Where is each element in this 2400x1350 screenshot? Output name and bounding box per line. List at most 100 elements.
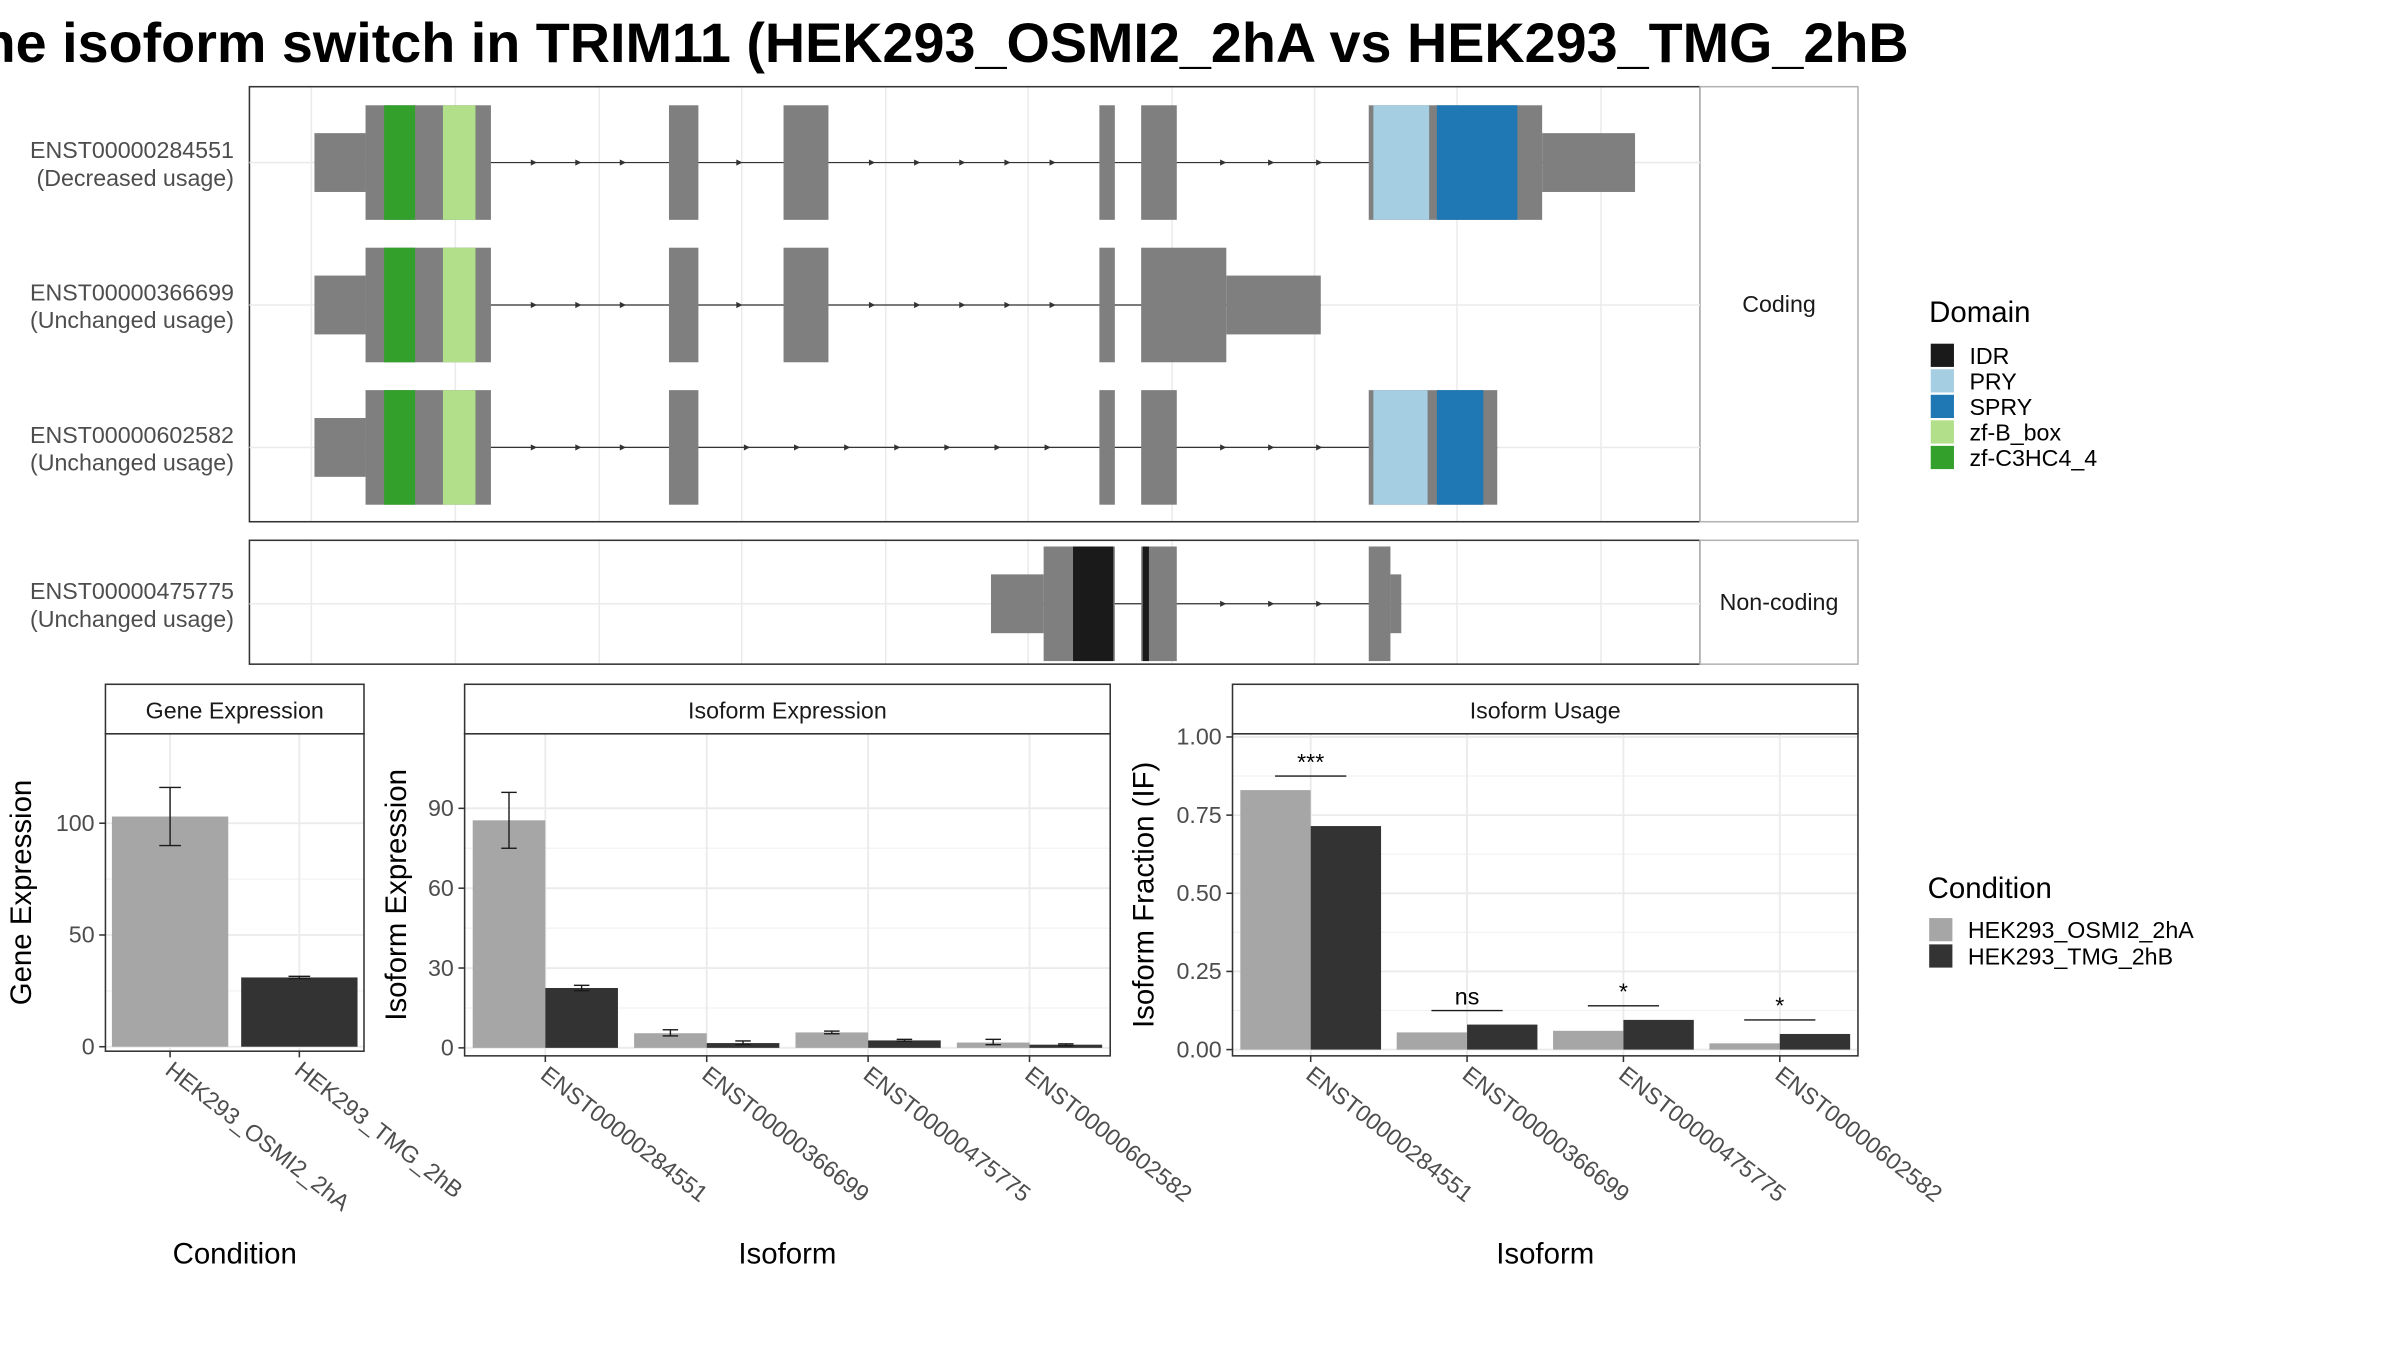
intron-arrow [575, 301, 582, 309]
exon-block [1141, 247, 1227, 363]
intron-arrow [868, 301, 876, 309]
exon-block [668, 390, 699, 505]
x-tick-label: ENST00000475775 [859, 1061, 1036, 1207]
domain-zf-b-box [442, 247, 476, 363]
plot-border [1231, 733, 1859, 1057]
x-tick-label: ENST00000284551 [1301, 1061, 1478, 1207]
intron-arrow [959, 159, 966, 166]
intron-arrow [914, 301, 921, 309]
domain-zf-c3hc4-4 [384, 390, 416, 505]
isoform-id-label: ENST00000284551 [30, 137, 234, 163]
domain-idr [1073, 546, 1114, 662]
bar [1240, 790, 1311, 1050]
legend-key-spry [1930, 394, 1954, 419]
intron-arrow [1220, 600, 1227, 607]
intron-arrow [868, 159, 876, 166]
exon-block [314, 275, 366, 335]
bar [706, 1043, 780, 1048]
x-axis-title: Isoform [1496, 1237, 1594, 1270]
domain-legend-title: Domain [1929, 296, 2030, 329]
legend-key-zf-c3hc4-4 [1930, 445, 1954, 470]
condition-legend-title: Condition [1928, 872, 2052, 905]
significance-label: * [1775, 993, 1784, 1019]
x-tick-label: ENST00000366699 [697, 1061, 874, 1207]
y-axis-title: Gene Expression [5, 780, 38, 1006]
intron-arrow [575, 159, 582, 166]
x-tick-label: ENST00000602582 [1020, 1061, 1197, 1207]
isoform-id-label: ENST00000475775 [30, 578, 234, 604]
exon-block [1099, 390, 1115, 505]
coding-facet-strip-label: Coding [1742, 291, 1816, 317]
intron-arrow [1049, 159, 1056, 166]
isoform-expression-chart: Isoform Expression 0 30 60 90 ENST00000284551… [380, 683, 1197, 1270]
x-tick-label: ENST00000602582 [1771, 1061, 1948, 1207]
intron-arrow [844, 444, 851, 451]
bar [545, 987, 618, 1048]
isoform-usage-label: (Decreased usage) [36, 165, 233, 191]
intron-arrow [1268, 444, 1275, 451]
y-axis-title: Isoform Fraction (IF) [1128, 762, 1161, 1028]
bar [1779, 1033, 1851, 1050]
bar [868, 1040, 941, 1048]
figure-title: he isoform switch in TRIM11 (HEK293_OSMI… [0, 12, 1909, 74]
y-tick-label: 50 [69, 922, 95, 948]
legend-label: SPRY [1969, 394, 2032, 420]
y-tick-label: 30 [428, 955, 454, 981]
bar [1310, 826, 1382, 1050]
noncoding-facet-strip-label: Non-coding [1720, 589, 1839, 615]
intron-arrow [530, 444, 537, 451]
intron-arrow [793, 444, 801, 451]
x-tick-label: ENST00000284551 [536, 1061, 713, 1207]
intron-arrow [1316, 444, 1323, 451]
y-tick-label: 0 [441, 1035, 454, 1061]
y-tick-label: 0.50 [1176, 880, 1221, 906]
exon-block [783, 105, 829, 220]
intron-arrow [959, 301, 966, 309]
intron-arrow [1316, 159, 1323, 166]
x-tick-label: ENST00000475775 [1614, 1061, 1791, 1207]
intron-arrow [1268, 159, 1275, 166]
legend-label: zf-C3HC4_4 [1969, 445, 2097, 471]
intron-arrow [743, 444, 751, 451]
isoform-id-label: ENST00000366699 [30, 279, 234, 305]
domain-zf-c3hc4-4 [384, 247, 416, 363]
intron-arrow [1220, 444, 1227, 451]
x-tick-label: ENST00000366699 [1458, 1061, 1635, 1207]
exon-block [1368, 546, 1391, 662]
y-tick-label: 1.00 [1176, 724, 1221, 750]
legend-label: zf-B_box [1969, 419, 2061, 445]
bar [1467, 1024, 1538, 1050]
y-tick-label: 60 [428, 875, 454, 901]
domain-pry [1373, 105, 1430, 220]
legend-key-condition [1929, 918, 1953, 942]
intron-arrow [1268, 600, 1275, 607]
y-tick-label: 90 [428, 795, 454, 821]
legend-label: HEK293_OSMI2_2hA [1968, 917, 2194, 943]
noncoding-facet-background [249, 540, 1701, 665]
noncoding-facet-strip [1699, 539, 1859, 665]
isoform-usage-chart: Isoform Usage *** ns * * 0.00 0.25 0.50 0.75 1.00… [1128, 683, 1948, 1270]
intron-arrow [894, 444, 901, 451]
isoform-usage-label: (Unchanged usage) [30, 307, 234, 333]
intron-arrow [1316, 600, 1323, 607]
legend-key-condition [1929, 944, 1953, 968]
x-axis-title: Isoform [738, 1237, 836, 1270]
legend-key-zf-b-box [1930, 420, 1954, 444]
exon-block [1099, 105, 1115, 220]
significance-label: * [1619, 979, 1628, 1005]
exon-block [1099, 247, 1115, 363]
exon-block [668, 247, 699, 363]
domain-spry [1436, 390, 1484, 505]
exon-block [990, 574, 1044, 634]
legend-label: HEK293_TMG_2hB [1968, 944, 2173, 970]
exon-block [314, 133, 366, 192]
domain-zf-b-box [442, 105, 476, 220]
exon-block [783, 247, 829, 363]
exon-block [1542, 133, 1636, 192]
panel-title: Isoform Usage [1470, 697, 1621, 723]
exon-block [1141, 105, 1177, 220]
y-tick-label: 0.25 [1176, 958, 1221, 984]
